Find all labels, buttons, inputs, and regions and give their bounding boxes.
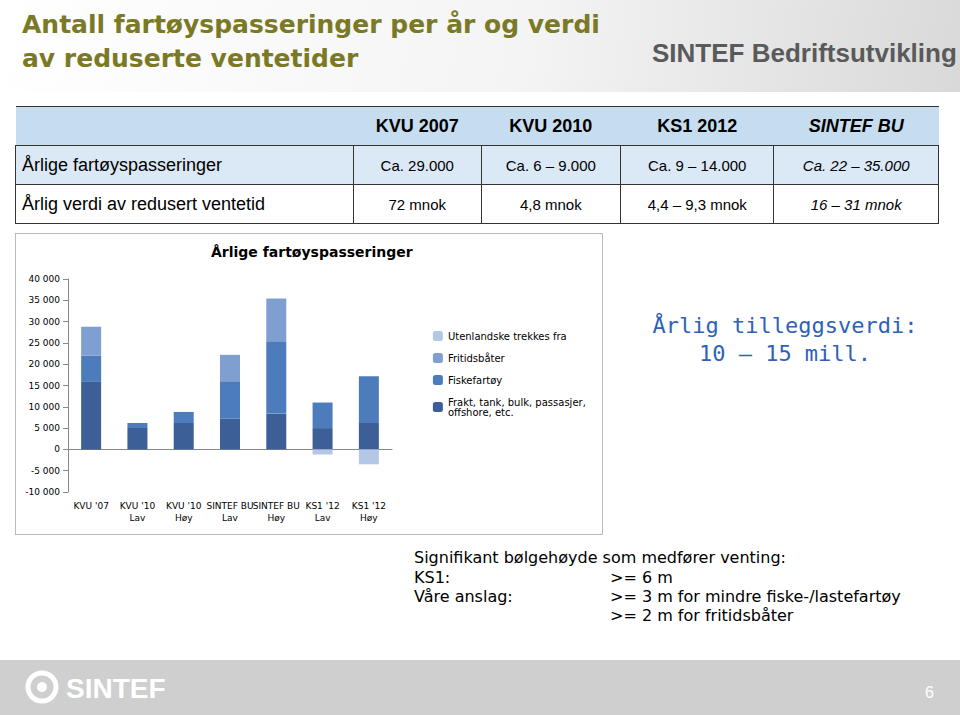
svg-text:Årlige fartøyspasseringer: Årlige fartøyspasseringer bbox=[211, 244, 413, 260]
svg-text:30 000: 30 000 bbox=[29, 317, 61, 327]
svg-text:Høy: Høy bbox=[360, 513, 378, 523]
html-text:Årlig verdi av redusert ventet: Årlig verdi av redusert ventetid bbox=[22, 193, 266, 214]
svg-text:20 000: 20 000 bbox=[29, 359, 61, 369]
html-text:Årlig tilleggsverdi:: Årlig tilleggsverdi: bbox=[652, 313, 918, 338]
html-text:KS1:: KS1: bbox=[414, 568, 451, 587]
html-text:KVU 2007: KVU 2007 bbox=[375, 115, 459, 136]
svg-text:KVU '10: KVU '10 bbox=[166, 501, 202, 511]
svg-text:Fritidsbåter: Fritidsbåter bbox=[448, 352, 506, 364]
svg-text:40 000: 40 000 bbox=[29, 274, 61, 284]
svg-text:Lav: Lav bbox=[222, 513, 239, 523]
svg-text:Frakt, tank, bulk, passasjer,: Frakt, tank, bulk, passasjer, bbox=[447, 396, 589, 408]
html-text:4,8 mnok: 4,8 mnok bbox=[520, 195, 582, 213]
html-text:av reduserte ventetider: av reduserte ventetider bbox=[22, 44, 359, 73]
svg-text:Utenlandske trekkes fra: Utenlandske trekkes fra bbox=[448, 331, 567, 342]
svg-text:SINTEF BU: SINTEF BU bbox=[253, 501, 300, 511]
svg-text:Lav: Lav bbox=[129, 513, 146, 523]
html-text:Ca. 6 – 9.000: Ca. 6 – 9.000 bbox=[505, 156, 596, 174]
svg-text:offshore, etc.: offshore, etc. bbox=[448, 407, 514, 418]
svg-text:Høy: Høy bbox=[267, 513, 285, 523]
html-text:>= 3 m for mindre fiske-/laste: >= 3 m for mindre fiske-/lastefartøy bbox=[610, 587, 901, 606]
html-text:Årlige fartøyspasseringer: Årlige fartøyspasseringer bbox=[22, 154, 223, 175]
svg-text:Høy: Høy bbox=[175, 513, 193, 523]
svg-text:5 000: 5 000 bbox=[34, 423, 60, 433]
svg-text:-5 000: -5 000 bbox=[31, 466, 60, 476]
html-text:SINTEF BU: SINTEF BU bbox=[808, 115, 904, 136]
svg-text:SINTEF BU: SINTEF BU bbox=[206, 501, 253, 511]
svg-text:0: 0 bbox=[54, 444, 60, 454]
html-text:KVU 2010: KVU 2010 bbox=[509, 115, 593, 136]
html-text:10 – 15 mill.: 10 – 15 mill. bbox=[698, 341, 872, 366]
svg-text:KS1 '12: KS1 '12 bbox=[352, 501, 386, 511]
svg-text:Fiskefartøy: Fiskefartøy bbox=[448, 375, 502, 386]
html-text:Antall fartøyspasseringer per: Antall fartøyspasseringer per år og verd… bbox=[22, 10, 600, 39]
html-text:72 mnok: 72 mnok bbox=[388, 195, 446, 213]
html-text:Ca. 9 – 14.000: Ca. 9 – 14.000 bbox=[648, 156, 747, 174]
svg-text:25 000: 25 000 bbox=[29, 338, 61, 348]
html-text:Ca. 22 – 35.000: Ca. 22 – 35.000 bbox=[802, 156, 910, 174]
svg-text:KVU '07: KVU '07 bbox=[73, 501, 108, 511]
html-text:Våre anslag:: Våre anslag: bbox=[414, 587, 513, 606]
html-text:>= 6 m: >= 6 m bbox=[610, 568, 673, 587]
svg-text:35 000: 35 000 bbox=[29, 295, 61, 305]
html-text:16 – 31 mnok: 16 – 31 mnok bbox=[810, 195, 902, 213]
svg-text:-10 000: -10 000 bbox=[25, 487, 60, 497]
html-text:>= 2 m for fritidsbåter: >= 2 m for fritidsbåter bbox=[610, 606, 794, 625]
html-text:6: 6 bbox=[925, 684, 934, 701]
html-text:4,4 – 9,3 mnok: 4,4 – 9,3 mnok bbox=[647, 195, 747, 213]
svg-text:Lav: Lav bbox=[315, 513, 332, 523]
svg-text:SINTEF: SINTEF bbox=[66, 673, 166, 704]
svg-text:KVU '10: KVU '10 bbox=[120, 501, 156, 511]
html-text:Signifikant bølgehøyde som med: Signifikant bølgehøyde som medfører vent… bbox=[414, 548, 786, 567]
html-text:Ca. 29.000: Ca. 29.000 bbox=[380, 156, 454, 174]
svg-text:15 000: 15 000 bbox=[29, 381, 61, 391]
html-text:KS1 2012: KS1 2012 bbox=[657, 115, 738, 136]
html-text:SINTEF Bedriftsutvikling: SINTEF Bedriftsutvikling bbox=[652, 38, 957, 68]
svg-text:KS1 '12: KS1 '12 bbox=[306, 501, 340, 511]
svg-text:10 000: 10 000 bbox=[29, 402, 61, 412]
